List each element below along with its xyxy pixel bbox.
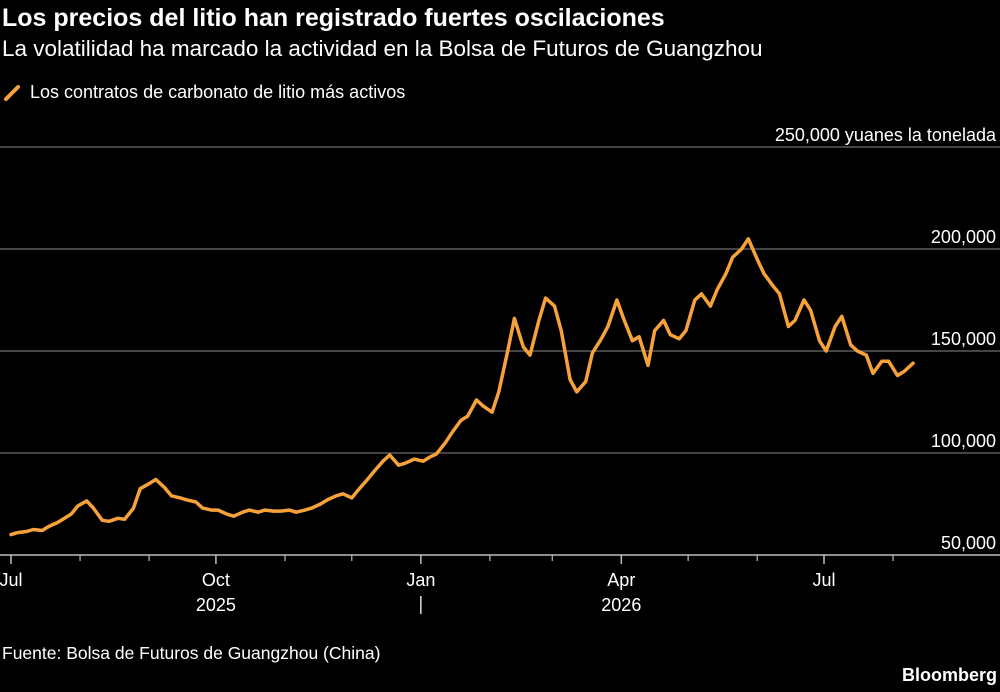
chart-subtitle: La volatilidad ha marcado la actividad e…	[2, 36, 763, 61]
legend-swatch-icon	[4, 84, 20, 101]
x-tick-label-2025-10-01: Oct	[202, 570, 230, 590]
chart-title: Los precios del litio han registrado fue…	[2, 4, 665, 32]
source-note: Fuente: Bolsa de Futuros de Guangzhou (C…	[2, 643, 381, 663]
y-tick-label-250000: 250,000 yuanes la tonelada	[775, 125, 997, 145]
year-label-2026: 2026	[601, 595, 641, 615]
x-tick-label-2026-04-01: Apr	[607, 570, 635, 590]
year-label-2025: 2025	[196, 595, 236, 615]
y-tick-label-200000: 200,000	[931, 227, 996, 247]
y-tick-label-150000: 150,000	[931, 329, 996, 349]
x-tick-label-2025-07-01: Jul	[0, 570, 23, 590]
y-tick-label-100000: 100,000	[931, 431, 996, 451]
legend-label: Los contratos de carbonato de litio más …	[30, 82, 406, 102]
series-line-0	[9, 237, 915, 537]
legend: Los contratos de carbonato de litio más …	[2, 82, 405, 103]
x-tick-label-2026-01-01: Jan	[406, 570, 435, 590]
x-tick-label-2026-07-01: Jul	[812, 570, 835, 590]
y-tick-label-50000: 50,000	[941, 533, 996, 553]
bloomberg-logo: Bloomberg	[901, 665, 997, 685]
